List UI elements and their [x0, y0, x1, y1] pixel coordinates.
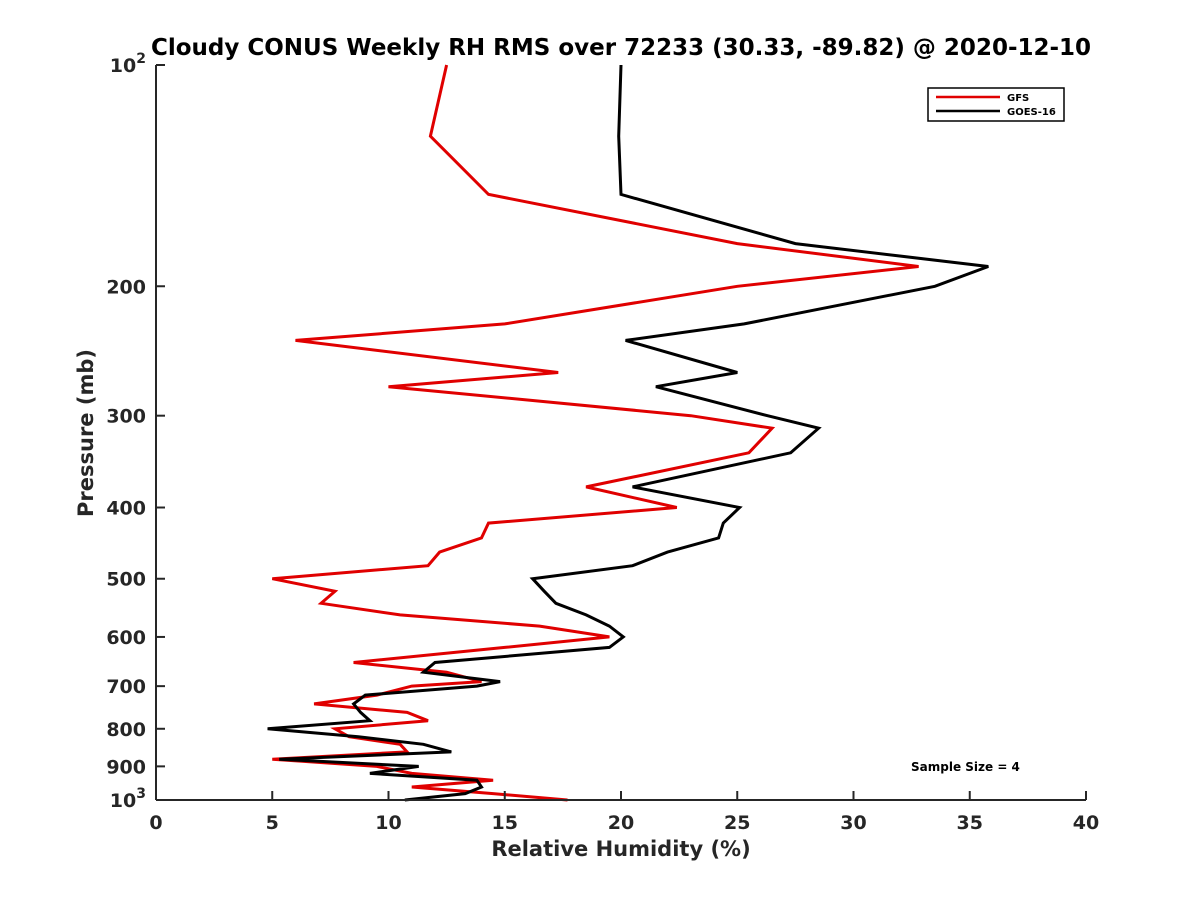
y-tick-label: 102: [110, 51, 146, 77]
y-tick-label-base: 700: [106, 676, 146, 698]
y-tick-label: 400: [106, 498, 146, 520]
y-tick-label-base: 600: [106, 627, 146, 649]
legend: GFS GOES-16: [927, 87, 1065, 122]
y-axis-label: Pressure (mb): [74, 349, 98, 517]
legend-label-goes16: GOES-16: [1007, 107, 1056, 118]
y-tick-label-base: 400: [106, 498, 146, 520]
series-line-goes16: [267, 64, 989, 802]
y-tick-label-base: 500: [106, 569, 146, 591]
y-tick-label: 200: [106, 276, 146, 298]
y-tick-label-exponent: 3: [136, 786, 146, 802]
y-tick-label-base: 10: [110, 55, 136, 77]
x-tick-label: 5: [266, 812, 279, 834]
y-tick-label: 500: [106, 569, 146, 591]
series-line-gfs: [272, 64, 919, 802]
x-tick-label: 35: [957, 812, 983, 834]
x-axis-label: Relative Humidity (%): [491, 837, 750, 861]
legend-box: [927, 87, 1065, 122]
x-tick-label: 0: [149, 812, 162, 834]
y-tick-label-base: 900: [106, 756, 146, 778]
x-axis-ticks: 0 5 10 15 20 25 30 35 40: [149, 791, 1099, 834]
legend-label-gfs: GFS: [1007, 93, 1029, 104]
y-tick-label: 900: [106, 756, 146, 778]
y-tick-label: 800: [106, 719, 146, 741]
y-tick-label: 700: [106, 676, 146, 698]
x-tick-label: 15: [492, 812, 518, 834]
x-tick-label: 10: [375, 812, 401, 834]
y-tick-label-exponent: 2: [136, 51, 146, 67]
y-tick-label: 300: [106, 406, 146, 428]
x-tick-label: 20: [608, 812, 634, 834]
y-tick-label-base: 300: [106, 406, 146, 428]
x-tick-label: 25: [724, 812, 750, 834]
y-tick-label-base: 800: [106, 719, 146, 741]
y-tick-label-base: 10: [110, 790, 136, 812]
x-tick-label: 30: [840, 812, 866, 834]
chart-title: Cloudy CONUS Weekly RH RMS over 72233 (3…: [151, 35, 1091, 61]
y-tick-label: 103: [110, 786, 146, 812]
series-layer: [267, 64, 989, 802]
y-tick-label-base: 200: [106, 276, 146, 298]
y-tick-label: 600: [106, 627, 146, 649]
x-tick-label: 40: [1073, 812, 1099, 834]
sample-size-annotation: Sample Size = 4: [911, 760, 1020, 774]
